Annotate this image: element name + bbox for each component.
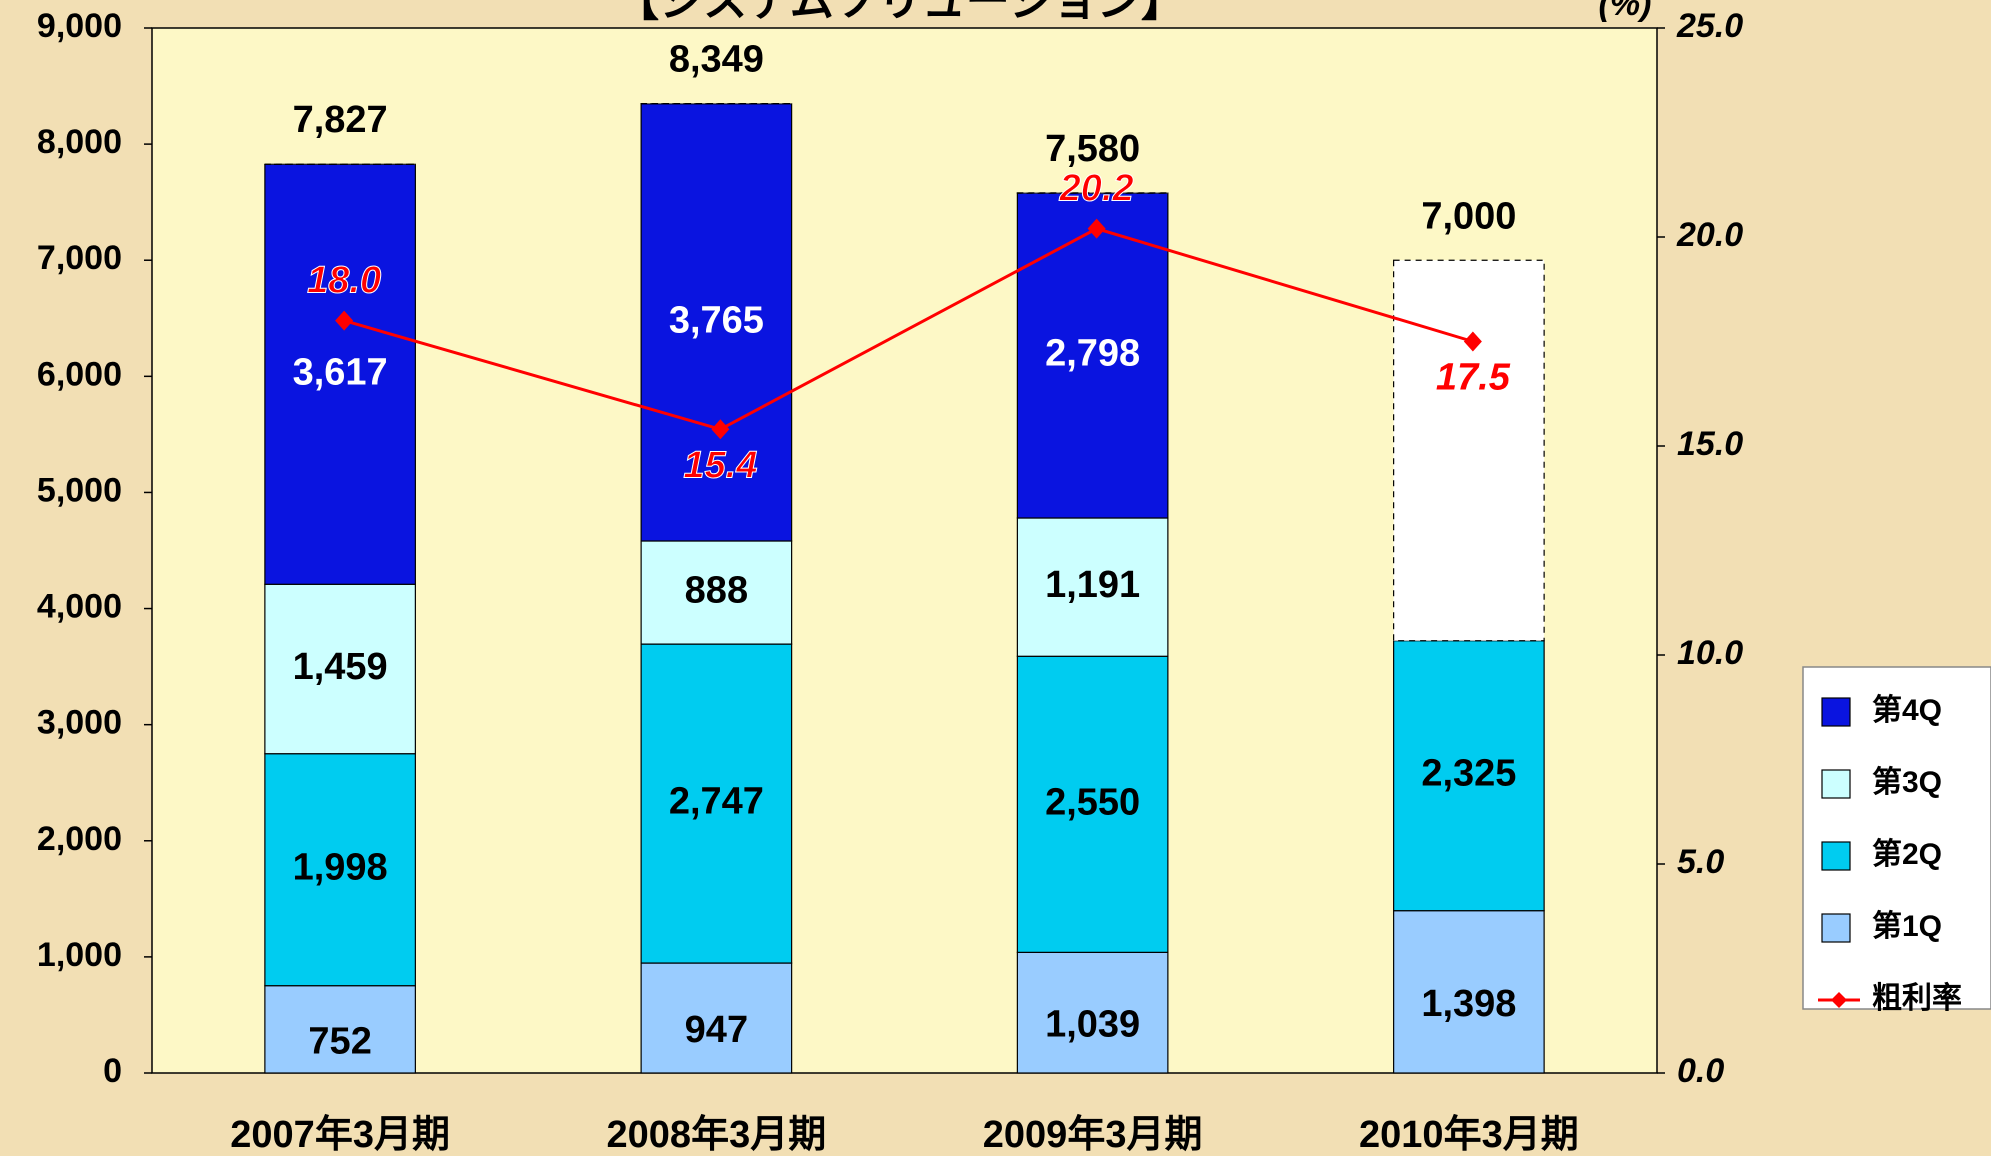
- y-tick-label: 3,000: [37, 704, 122, 742]
- rate-label: 15.4: [683, 444, 757, 486]
- bar-segment: [1393, 910, 1545, 1074]
- segment-label: 752: [308, 1020, 371, 1062]
- rate-label: 20.2: [1059, 168, 1134, 210]
- total-label: 7,000: [1421, 195, 1516, 237]
- segment-label: 3,765: [669, 299, 764, 341]
- y-tick-label: 2,000: [37, 820, 122, 858]
- segment-label: 2,550: [1045, 781, 1140, 823]
- bar-segment: [264, 753, 416, 987]
- line-marker: [711, 419, 730, 440]
- y2-tick-label: 10.0: [1677, 634, 1743, 672]
- y-tick-label: 6,000: [37, 355, 122, 393]
- segment-label: 947: [685, 1009, 748, 1051]
- bar-segment: [1016, 517, 1169, 657]
- total-label: 8,349: [669, 39, 764, 81]
- y-tick-label: 0: [103, 1052, 122, 1090]
- line-marker: [335, 310, 354, 331]
- total-label: 7,827: [293, 99, 388, 141]
- bar-segment: [1393, 640, 1545, 912]
- bar-segment: [640, 643, 793, 964]
- legend-swatch: [1821, 913, 1851, 943]
- y-tick-label: 9,000: [37, 7, 122, 45]
- y2-tick-label: 15.0: [1677, 425, 1743, 463]
- segment-label: 888: [685, 570, 748, 612]
- legend-label: 第4Q: [1872, 693, 1942, 727]
- y2-tick-label: 20.0: [1676, 216, 1743, 254]
- line-marker: [1463, 331, 1482, 352]
- bar-segment: [264, 163, 416, 585]
- rate-label: 17.5: [1436, 357, 1511, 399]
- legend-swatch: [1821, 841, 1851, 871]
- legend-label: 第1Q: [1872, 909, 1942, 943]
- y-tick-label: 5,000: [37, 471, 122, 509]
- bar-segment: [640, 540, 793, 645]
- bar-segment: [640, 103, 793, 542]
- x-tick-label: 2008年3月期: [607, 1114, 827, 1156]
- x-tick-label: 2007年3月期: [230, 1114, 450, 1156]
- y2-tick-label: 25.0: [1676, 7, 1743, 45]
- segment-label: 1,398: [1421, 983, 1516, 1025]
- legend-label: 粗利率: [1872, 982, 1962, 1015]
- bar-segment: [1016, 951, 1169, 1074]
- bar-segment: [264, 985, 416, 1074]
- segment-label: 1,191: [1045, 564, 1140, 606]
- bar-segment: [1016, 655, 1169, 953]
- legend-label: 第3Q: [1872, 765, 1942, 799]
- segment-label: 2,798: [1045, 333, 1140, 375]
- bar-segment: [264, 583, 416, 755]
- legend-swatch: [1821, 769, 1851, 799]
- bar-segment: [640, 962, 793, 1074]
- x-tick-label: 2009年3月期: [983, 1114, 1203, 1156]
- rate-label: 18.0: [307, 260, 381, 302]
- total-label: 7,580: [1045, 128, 1140, 170]
- segment-label: 1,998: [293, 847, 388, 889]
- segment-label: 2,747: [669, 781, 764, 823]
- x-tick-label: 2010年3月期: [1359, 1114, 1579, 1156]
- y-tick-label: 7,000: [37, 239, 122, 277]
- legend-marker: [1831, 992, 1847, 1008]
- line: [343, 227, 1474, 431]
- line-marker: [1087, 218, 1106, 239]
- y-tick-label: 8,000: [37, 123, 122, 161]
- segment-label: 1,039: [1045, 1004, 1140, 1046]
- y-tick-label: 4,000: [37, 588, 122, 626]
- chart-title: 【システムソリューション】: [615, 0, 1185, 26]
- forecast-box: [1393, 259, 1545, 642]
- bar-segment: [1016, 192, 1169, 519]
- y2-tick-label: 0.0: [1677, 1052, 1724, 1090]
- segment-label: 3,617: [293, 351, 388, 393]
- legend-label: 第2Q: [1872, 837, 1942, 871]
- y-tick-label: 1,000: [37, 936, 122, 974]
- y2-tick-label: 5.0: [1677, 843, 1724, 881]
- y2-unit: (%): [1599, 0, 1652, 23]
- segment-label: 1,459: [293, 646, 388, 688]
- segment-label: 2,325: [1421, 753, 1516, 795]
- legend-swatch: [1821, 697, 1851, 727]
